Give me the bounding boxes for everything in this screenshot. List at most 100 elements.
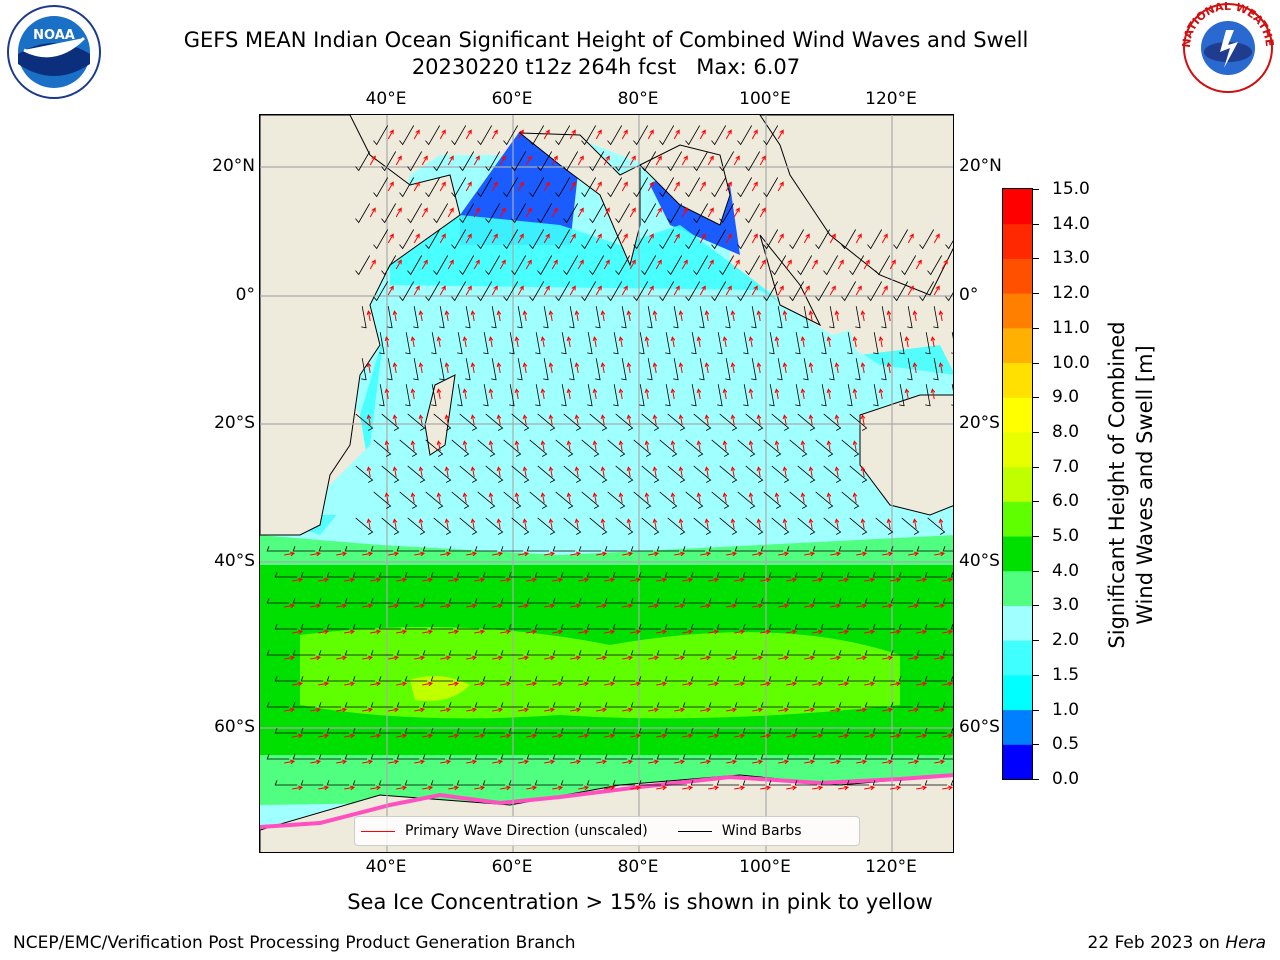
wave-direction-arrow (566, 440, 572, 452)
wind-barb (552, 702, 576, 708)
wind-barb (950, 572, 953, 578)
wave-direction-arrow (890, 577, 902, 583)
wave-direction-arrow (622, 655, 634, 661)
wind-barb (587, 384, 593, 407)
wind-barb (768, 780, 792, 786)
wave-direction-arrow (725, 181, 732, 192)
wave-direction-arrow (700, 551, 712, 557)
wind-barb (812, 650, 836, 656)
wind-barb (768, 624, 792, 630)
wave-direction-arrow (292, 733, 304, 739)
wind-barb (745, 413, 764, 431)
wind-barb (647, 358, 653, 381)
wind-barb (849, 465, 868, 483)
wind-barb (667, 413, 686, 431)
wave-direction-arrow (778, 551, 790, 557)
wind-barb (794, 676, 818, 682)
wind-barb (430, 572, 454, 578)
wave-direction-arrow (734, 577, 746, 583)
wind-barb (867, 229, 883, 250)
wave-direction-arrow (630, 629, 642, 635)
wind-barb (477, 439, 496, 457)
wind-barb (578, 598, 602, 604)
wind-barb (399, 229, 415, 250)
wave-direction-arrow (388, 759, 400, 765)
wind-barb (379, 332, 385, 355)
wave-direction-arrow (696, 336, 702, 348)
wave-direction-arrow (592, 336, 598, 348)
colorbar-label-line2: Wind Waves and Swell [m] (1133, 345, 1157, 625)
wind-barb (604, 650, 628, 656)
wave-direction-arrow (707, 207, 714, 218)
wind-barb (815, 491, 834, 509)
nws-logo: NATIONAL WEATHER SERVICE (1176, 0, 1276, 100)
wave-direction-arrow (622, 551, 634, 557)
wind-barb (919, 281, 935, 302)
wave-direction-arrow (544, 707, 556, 713)
wind-barb (656, 546, 680, 552)
colorbar-tick-mark (1033, 189, 1039, 190)
wave-direction-arrow (655, 259, 662, 270)
wind-barb (465, 358, 471, 381)
wind-barb (448, 702, 472, 708)
wave-direction-arrow (514, 440, 520, 452)
wind-barb (431, 332, 437, 355)
wave-direction-arrow (444, 518, 450, 530)
wave-direction-arrow (860, 362, 866, 374)
wave-direction-arrow (396, 629, 408, 635)
wave-direction-arrow (517, 233, 524, 244)
wind-barb (529, 439, 548, 457)
wind-barb (855, 358, 861, 381)
wind-barb (578, 702, 602, 708)
wave-direction-arrow (344, 785, 356, 791)
wind-barb (373, 229, 389, 250)
wind-barb (430, 624, 454, 630)
wave-direction-arrow (500, 733, 512, 739)
wind-barb (693, 151, 709, 172)
wave-direction-arrow (284, 603, 296, 609)
wave-direction-arrow (860, 414, 866, 426)
wind-barb (405, 332, 411, 355)
wind-barb (682, 650, 706, 656)
wave-direction-arrow (362, 551, 374, 557)
wave-direction-arrow (496, 518, 502, 530)
wind-barb (604, 598, 628, 604)
wind-barb (719, 203, 735, 224)
lon-label-bottom: 100°E (739, 857, 791, 877)
wave-direction-arrow (552, 681, 564, 687)
footer-host: Hera (1225, 933, 1266, 953)
colorbar-segment (1003, 223, 1032, 259)
wave-direction-arrow (908, 655, 920, 661)
wave-direction-arrow (800, 388, 806, 400)
wind-barb (344, 702, 368, 708)
colorbar-segment (1003, 293, 1032, 329)
wave-direction-arrow (726, 655, 738, 661)
wind-barb (743, 384, 749, 407)
wind-barb (381, 517, 400, 535)
wind-barb (838, 650, 862, 656)
wave-direction-arrow (552, 629, 564, 635)
wave-direction-arrow (566, 388, 572, 400)
wind-barb (716, 624, 740, 630)
wind-barb (266, 702, 290, 708)
colorbar-tick-label: 8.0 (1052, 421, 1080, 442)
colorbar-tick-mark (1033, 640, 1039, 642)
wave-direction-arrow (730, 310, 736, 322)
wind-barb (500, 702, 524, 708)
lat-label-left: 60°S (214, 717, 255, 737)
wave-direction-arrow (682, 733, 694, 739)
wave-direction-arrow (396, 785, 408, 791)
wave-direction-arrow (652, 362, 658, 374)
wave-direction-arrow (838, 733, 850, 739)
wind-barb (864, 598, 888, 604)
wind-barb (647, 306, 653, 329)
wind-barb (815, 229, 831, 250)
wave-direction-arrow (392, 362, 398, 374)
colorbar-tick-label: 10.0 (1052, 352, 1090, 373)
wave-direction-arrow (318, 785, 330, 791)
colorbar-segment (1003, 640, 1032, 676)
wind-barb (846, 676, 870, 682)
wind-barb (373, 281, 389, 302)
wind-barb (872, 572, 896, 578)
wave-direction-arrow (414, 707, 426, 713)
